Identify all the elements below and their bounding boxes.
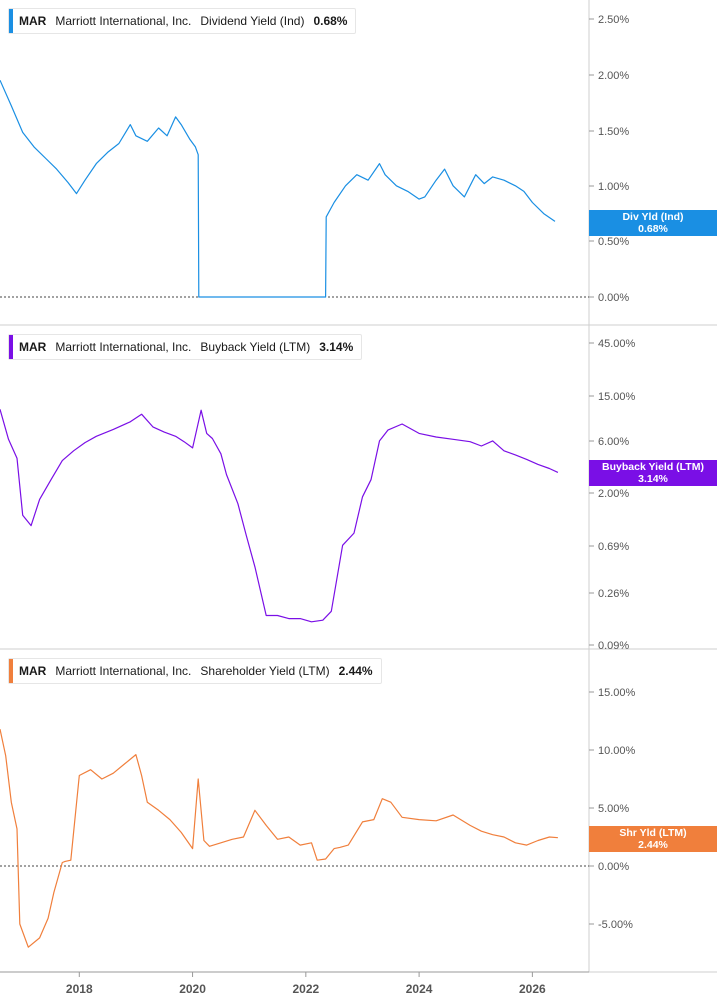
y-tick-label: 2.00% [598, 70, 629, 82]
legend-dividend-yield: MAR Marriott International, Inc. Dividen… [8, 8, 357, 34]
tag-label: Div Yld (Ind) [622, 211, 684, 223]
y-tick-label: 0.09% [598, 640, 629, 652]
tag-buyback-yield: Buyback Yield (LTM) 3.14% [589, 460, 717, 486]
y-tick-label: 15.00% [598, 687, 636, 699]
x-tick-label: 2024 [406, 982, 433, 996]
y-tick-label: 5.00% [598, 803, 629, 815]
legend-value: 3.14% [319, 340, 354, 354]
y-tick-label: 0.50% [598, 236, 629, 248]
tag-label: Buyback Yield (LTM) [602, 461, 704, 473]
chart-panel-1: 2.50% 2.00% 1.50% 1.00% 0.50% 0.00% [0, 0, 717, 326]
legend-swatch [9, 335, 13, 359]
tag-label: Shr Yld (LTM) [619, 827, 687, 839]
y-tick-label: 1.50% [598, 126, 629, 138]
y-tick-label: 15.00% [598, 391, 636, 403]
legend-buyback-yield: MAR Marriott International, Inc. Buyback… [8, 334, 363, 360]
legend-company: Marriott International, Inc. [55, 664, 192, 678]
x-axis: 2018 2020 2022 2024 2026 [0, 971, 589, 996]
y-tick-label: -5.00% [598, 919, 633, 931]
legend-metric: Dividend Yield (Ind) [200, 14, 305, 28]
tag-value: 0.68% [638, 223, 668, 235]
legend-value: 2.44% [338, 664, 373, 678]
series-line-1 [0, 79, 556, 298]
legend-metric: Shareholder Yield (LTM) [200, 664, 330, 678]
x-tick-label: 2020 [179, 982, 206, 996]
chart-panel-2: 45.00% 15.00% 6.00% 2.00% 0.69% 0.26% 0.09% [0, 325, 717, 652]
legend-company: Marriott International, Inc. [55, 14, 192, 28]
legend-ticker: MAR [19, 340, 47, 354]
series-line-2 [0, 409, 559, 623]
legend-shareholder-yield: MAR Marriott International, Inc. Shareho… [8, 658, 382, 684]
x-tick-label: 2018 [66, 982, 93, 996]
y-tick-label: 45.00% [598, 338, 636, 350]
legend-swatch [9, 9, 13, 33]
y-tick-label: 0.00% [598, 292, 629, 304]
tag-value: 2.44% [638, 839, 668, 851]
x-tick-label: 2026 [519, 982, 546, 996]
legend-ticker: MAR [19, 14, 47, 28]
y-tick-label: 1.00% [598, 181, 629, 193]
legend-company: Marriott International, Inc. [55, 340, 192, 354]
legend-swatch [9, 659, 13, 683]
y-tick-label: 2.50% [598, 14, 629, 26]
chart-panel-3: 15.00% 10.00% 5.00% 0.00% -5.00% [0, 649, 717, 973]
y-tick-label: 6.00% [598, 436, 629, 448]
tag-dividend-yield: Div Yld (Ind) 0.68% [589, 210, 717, 236]
y-tick-label: 2.00% [598, 488, 629, 500]
legend-ticker: MAR [19, 664, 47, 678]
x-tick-label: 2022 [292, 982, 319, 996]
y-tick-label: 0.69% [598, 541, 629, 553]
y-tick-label: 0.00% [598, 861, 629, 873]
y-tick-label: 10.00% [598, 745, 636, 757]
y-tick-label: 0.26% [598, 588, 629, 600]
legend-metric: Buyback Yield (LTM) [200, 340, 311, 354]
tag-value: 3.14% [638, 473, 668, 485]
legend-value: 0.68% [313, 14, 348, 28]
tag-shareholder-yield: Shr Yld (LTM) 2.44% [589, 826, 717, 852]
series-line-3 [0, 728, 558, 948]
